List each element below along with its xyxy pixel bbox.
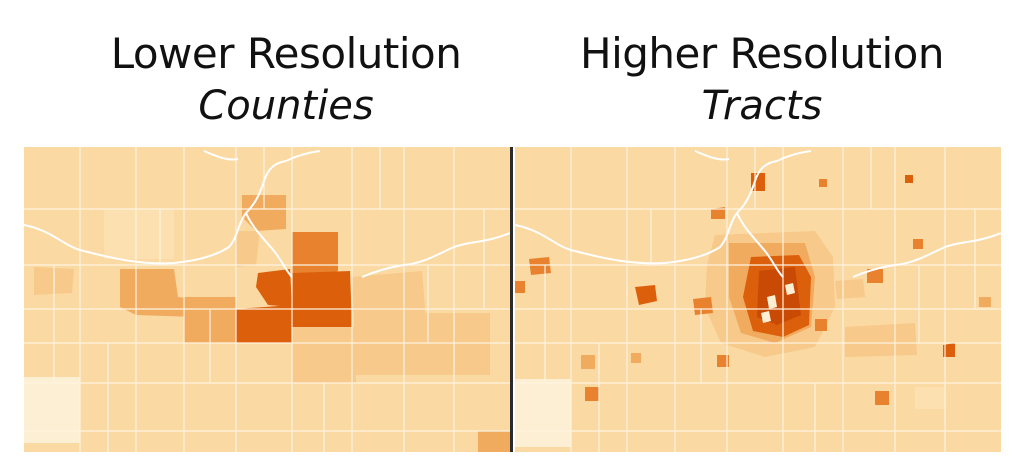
- county-shade: [292, 327, 356, 383]
- county-shade: [236, 231, 260, 267]
- county-shade: [354, 319, 426, 375]
- tract-shade: [875, 391, 889, 405]
- tract-shade: [635, 285, 657, 305]
- county-map-svg: [24, 147, 510, 452]
- county-shade: [120, 269, 196, 317]
- left-panel-subtitle: Counties: [198, 83, 374, 129]
- tract-shade: [815, 319, 827, 331]
- tract-shade: [761, 311, 771, 323]
- right-panel-heading: Higher Resolution Tracts: [512, 28, 1012, 132]
- tract-shade: [835, 279, 865, 299]
- county-shade: [426, 313, 490, 375]
- tract-shade: [717, 355, 729, 367]
- county-map: [24, 147, 510, 452]
- county-shading: [24, 195, 510, 452]
- tract-shade: [693, 297, 713, 315]
- county-shade: [292, 271, 352, 327]
- tract-shade: [867, 269, 883, 283]
- tract-shade: [585, 387, 599, 401]
- tract-shade: [785, 283, 795, 295]
- county-shade: [24, 377, 80, 443]
- tract-shade: [529, 257, 551, 275]
- tract-map-svg: [515, 147, 1001, 452]
- tract-shade: [905, 175, 913, 183]
- tract-shade: [767, 295, 777, 309]
- tract-shade: [915, 387, 945, 409]
- county-shade: [236, 305, 292, 343]
- tract-shade: [631, 353, 641, 363]
- left-panel-title: Lower Resolution: [110, 29, 462, 78]
- tract-shade: [845, 323, 917, 357]
- tract-shading: [515, 173, 991, 447]
- right-panel-title: Higher Resolution: [580, 29, 944, 78]
- left-panel-heading: Lower Resolution Counties: [36, 28, 536, 132]
- state-border-river: [24, 150, 510, 278]
- county-shade: [292, 232, 338, 275]
- tract-shade: [913, 239, 923, 249]
- state-border-river: [515, 150, 1001, 278]
- tract-shade: [819, 179, 827, 187]
- tract-shade: [979, 297, 991, 307]
- tract-shade: [711, 207, 725, 219]
- county-boundaries: [24, 147, 510, 452]
- tract-shade: [515, 281, 525, 293]
- county-shade: [104, 209, 174, 259]
- tract-shade: [515, 379, 571, 447]
- county-shade: [478, 431, 510, 452]
- county-shade: [352, 271, 426, 319]
- tract-shade: [943, 343, 955, 357]
- panel-divider: [510, 147, 513, 452]
- tract-map: [515, 147, 1001, 452]
- county-shade: [256, 269, 292, 307]
- right-panel-subtitle: Tracts: [701, 83, 823, 129]
- tract-shade: [581, 355, 595, 369]
- county-boundaries: [515, 147, 1001, 452]
- tract-shade: [757, 267, 801, 325]
